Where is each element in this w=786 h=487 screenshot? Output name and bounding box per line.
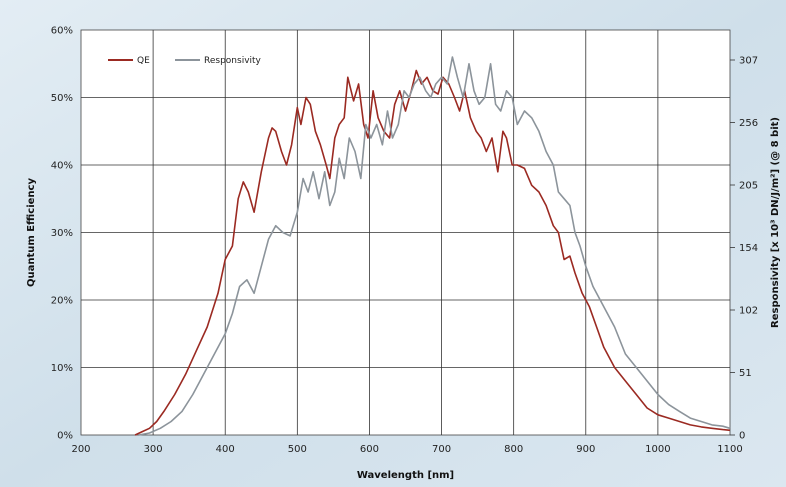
series-lines	[134, 56, 731, 436]
y-right-tick-label: 307	[739, 56, 758, 67]
legend: QE Responsivity	[108, 56, 262, 66]
y-axis-title: Quantum Efficiency	[26, 178, 37, 287]
y-right-tick-label: 51	[739, 368, 752, 379]
y-tick-label: 40%	[51, 161, 73, 172]
x-tick-label: 300	[144, 444, 163, 455]
legend-label-responsivity: Responsivity	[204, 56, 262, 66]
y-right-tick-label: 154	[739, 243, 758, 254]
y-right-tick-label: 205	[739, 181, 758, 192]
legend-label-qe: QE	[137, 56, 150, 66]
x-tick-label: 500	[288, 444, 307, 455]
series-line-qe	[134, 69, 731, 436]
x-tick-label: 800	[504, 444, 523, 455]
y-right-tick-label: 102	[739, 306, 758, 317]
series-line-responsivity	[138, 56, 731, 436]
y-right-tick-label: 0	[739, 431, 745, 442]
tick-labels: 200 300 400 500 600 700 800 900 1000 1100 0% 10% 20%…	[51, 26, 758, 456]
grid-lines	[81, 30, 730, 435]
x-tick-label: 1100	[717, 444, 742, 455]
x-axis-title: Wavelength [nm]	[357, 470, 454, 481]
x-tick-label: 600	[360, 444, 379, 455]
y-tick-label: 20%	[51, 296, 73, 307]
x-tick-label: 900	[576, 444, 595, 455]
y-tick-label: 0%	[57, 431, 73, 442]
y-right-axis-title: Responsivity [x 10³ DN/J/m²] (@ 8 bit)	[770, 117, 781, 328]
y-tick-label: 60%	[51, 26, 73, 37]
x-tick-label: 200	[71, 444, 90, 455]
x-tick-label: 400	[216, 444, 235, 455]
y-tick-label: 10%	[51, 363, 73, 374]
y-tick-label: 50%	[51, 93, 73, 104]
x-tick-label: 1000	[645, 444, 670, 455]
x-tick-label: 700	[432, 444, 451, 455]
y-tick-label: 30%	[51, 228, 73, 239]
y-right-tick-label: 256	[739, 118, 758, 129]
